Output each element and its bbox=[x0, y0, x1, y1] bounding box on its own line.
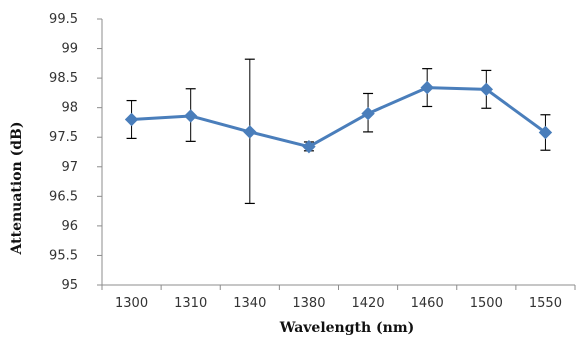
series-line bbox=[131, 86, 547, 149]
data-point-marker bbox=[420, 80, 434, 95]
y-axis: 95 95.5 96 96.5 97 97.5 98 98.5 99 99.5 bbox=[49, 12, 103, 293]
x-tick-label: 1340 bbox=[233, 296, 266, 311]
data-point-marker bbox=[124, 112, 139, 127]
x-axis-title: Wavelength (nm) bbox=[279, 320, 415, 336]
y-tick-label: 98 bbox=[61, 101, 78, 116]
series-polyline bbox=[131, 86, 547, 149]
y-tick-label: 99 bbox=[61, 42, 78, 57]
x-tick-label: 1300 bbox=[115, 296, 148, 311]
y-tick-label: 96.5 bbox=[49, 189, 78, 204]
y-axis-title: Attenuation (dB) bbox=[9, 122, 25, 256]
x-tick-label: 1420 bbox=[352, 296, 385, 311]
y-tick-label: 97.5 bbox=[49, 130, 78, 145]
x-tick-label: 1380 bbox=[292, 296, 325, 311]
y-tick-label: 98.5 bbox=[49, 71, 78, 86]
x-tick-label: 1500 bbox=[470, 296, 503, 311]
data-point-marker bbox=[243, 125, 257, 139]
y-tick-label: 97 bbox=[61, 160, 78, 175]
x-tick-label: 1460 bbox=[411, 296, 444, 311]
data-point-marker bbox=[302, 139, 316, 154]
data-markers bbox=[124, 80, 553, 154]
data-point-marker bbox=[479, 82, 494, 97]
data-point-marker bbox=[183, 109, 198, 123]
y-tick-label: 99.5 bbox=[49, 12, 78, 27]
y-tick-label: 95.5 bbox=[49, 248, 78, 263]
y-tick-label: 95 bbox=[61, 278, 78, 293]
y-tick-label: 96 bbox=[61, 219, 78, 234]
data-point-marker bbox=[538, 125, 553, 140]
x-tick-label: 1310 bbox=[174, 296, 207, 311]
x-axis: 1300 1310 1340 1380 1420 1460 1500 1550 bbox=[101, 284, 576, 311]
data-point-marker bbox=[361, 106, 375, 121]
x-tick-label: 1550 bbox=[529, 296, 562, 311]
